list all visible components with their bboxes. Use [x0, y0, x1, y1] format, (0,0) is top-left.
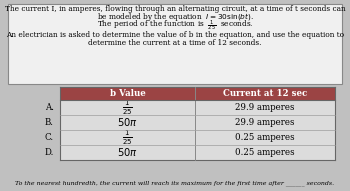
Text: B.: B. — [45, 118, 54, 127]
Text: $\frac{1}{25}$: $\frac{1}{25}$ — [122, 98, 133, 117]
Text: To the nearest hundredth, the current will reach its maximum for the first time : To the nearest hundredth, the current wi… — [15, 180, 335, 186]
Text: A.: A. — [45, 103, 54, 112]
Text: C.: C. — [45, 133, 54, 142]
Bar — [60, 115, 335, 130]
Text: The period of the function is  $\frac{1}{25}$  seconds.: The period of the function is $\frac{1}{… — [97, 19, 253, 33]
Text: 0.25 amperes: 0.25 amperes — [235, 133, 295, 142]
Bar — [60, 145, 335, 160]
Text: An electrician is asked to determine the value of b in the equation, and use the: An electrician is asked to determine the… — [6, 31, 344, 39]
Text: 29.9 amperes: 29.9 amperes — [235, 103, 295, 112]
Bar — [60, 87, 335, 100]
Text: $50\pi$: $50\pi$ — [117, 146, 138, 159]
Text: $50\pi$: $50\pi$ — [117, 117, 138, 129]
Text: b Value: b Value — [110, 89, 145, 98]
Text: be modeled by the equation  $I = 30\sin(bt)$.: be modeled by the equation $I = 30\sin(b… — [97, 11, 253, 23]
Text: 29.9 amperes: 29.9 amperes — [235, 118, 295, 127]
Text: determine the current at a time of 12 seconds.: determine the current at a time of 12 se… — [88, 39, 262, 47]
Bar — [60, 130, 335, 145]
Text: 0.25 amperes: 0.25 amperes — [235, 148, 295, 157]
Text: D.: D. — [45, 148, 54, 157]
Text: Current at 12 sec: Current at 12 sec — [223, 89, 307, 98]
Text: The current I, in amperes, flowing through an alternating circuit, at a time of : The current I, in amperes, flowing throu… — [5, 5, 345, 13]
FancyBboxPatch shape — [8, 4, 342, 84]
Text: $\frac{1}{25}$: $\frac{1}{25}$ — [122, 128, 133, 147]
Bar — [60, 100, 335, 115]
